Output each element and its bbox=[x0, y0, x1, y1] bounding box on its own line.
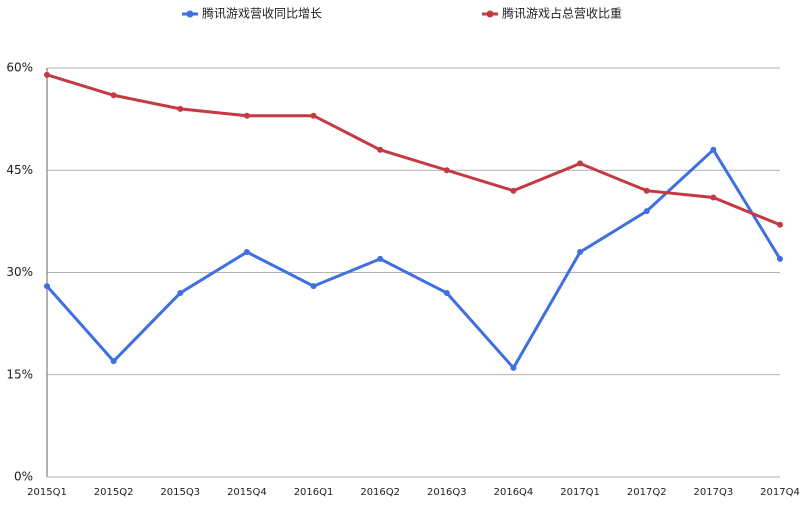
legend-marker bbox=[486, 10, 494, 18]
point bbox=[310, 283, 317, 290]
x-tick-label: 2017Q1 bbox=[560, 487, 600, 498]
point bbox=[44, 283, 50, 290]
x-tick-label: 2015Q4 bbox=[227, 487, 267, 498]
point bbox=[377, 255, 384, 262]
series-line bbox=[46, 73, 781, 227]
point bbox=[243, 249, 250, 256]
point bbox=[443, 289, 450, 296]
x-tick-label: 2016Q3 bbox=[427, 487, 467, 498]
point bbox=[510, 364, 517, 371]
y-tick-label: 60% bbox=[6, 61, 33, 75]
point bbox=[510, 187, 517, 194]
x-tick-label: 2015Q2 bbox=[94, 487, 134, 498]
point bbox=[177, 289, 184, 296]
legend-label: 腾讯游戏占总营收比重 bbox=[502, 6, 622, 21]
x-tick-label: 2016Q2 bbox=[360, 487, 400, 498]
point bbox=[710, 194, 717, 201]
y-tick-label: 30% bbox=[6, 265, 33, 279]
point bbox=[110, 92, 117, 99]
point bbox=[443, 167, 450, 174]
point bbox=[643, 187, 650, 194]
point bbox=[777, 255, 783, 262]
x-tick-label: 2017Q3 bbox=[694, 487, 734, 498]
x-tick-label: 2015Q3 bbox=[160, 487, 200, 498]
x-tick-label: 2016Q4 bbox=[494, 487, 534, 498]
x-tick-label: 2016Q1 bbox=[294, 487, 334, 498]
x-tick-label: 2017Q2 bbox=[627, 487, 667, 498]
point bbox=[577, 249, 584, 256]
point bbox=[377, 146, 384, 153]
point bbox=[577, 160, 584, 167]
y-tick-label: 45% bbox=[6, 163, 33, 177]
point bbox=[44, 71, 50, 78]
x-tick-label: 2015Q1 bbox=[27, 487, 67, 498]
y-tick-label: 15% bbox=[6, 367, 33, 381]
point bbox=[777, 221, 783, 228]
point bbox=[310, 112, 317, 119]
x-tick-label: 2017Q4 bbox=[760, 487, 800, 498]
point bbox=[643, 208, 650, 215]
y-tick-label: 0% bbox=[14, 470, 33, 484]
point bbox=[110, 358, 117, 365]
legend-marker bbox=[186, 10, 194, 18]
point bbox=[243, 112, 250, 119]
point bbox=[177, 105, 184, 112]
legend-label: 腾讯游戏营收同比增长 bbox=[202, 6, 322, 21]
point bbox=[710, 146, 717, 153]
series-line bbox=[45, 147, 782, 371]
